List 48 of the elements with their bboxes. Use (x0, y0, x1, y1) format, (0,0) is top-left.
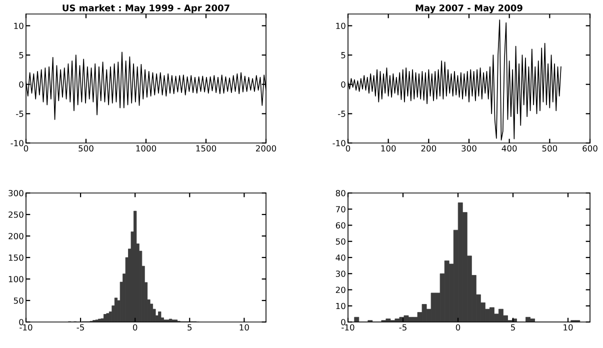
x-tick-label: 500 (78, 145, 94, 152)
y-tick-label: 5 (19, 52, 24, 58)
y-tick-label: 100 (8, 276, 24, 282)
x-tick-label: 0 (24, 145, 28, 152)
y-tick-label: 60 (336, 222, 346, 229)
y-tick-label: 0 (19, 318, 24, 326)
x-tick-label: 10 (240, 324, 249, 331)
y-tick-label: 70 (336, 206, 346, 212)
y-tick-label: 40 (336, 254, 346, 261)
y-tick-label: 250 (8, 211, 24, 218)
y-tick-label: -5 (338, 110, 346, 117)
x-tick-label: 200 (421, 145, 436, 152)
y-tick-label: 200 (8, 232, 24, 240)
y-tick-label: -10 (332, 140, 346, 146)
y-tick-label: 0 (341, 318, 346, 326)
y-tick-label: 10 (336, 22, 346, 30)
y-tick-label: 80 (336, 190, 346, 196)
x-tick-label: 1000 (136, 145, 156, 152)
y-tick-label: 0 (19, 81, 24, 88)
x-tick-label: -5 (76, 324, 84, 331)
x-tick-label: 5 (188, 324, 192, 331)
chart-title: May 2007 - May 2009 (416, 4, 522, 14)
x-tick-label: 400 (502, 145, 517, 152)
x-tick-label: 600 (582, 145, 598, 152)
chart-title: US market : May 1999 - Apr 2007 (62, 4, 230, 14)
y-tick-label: 0 (341, 81, 346, 88)
y-tick-label: 300 (8, 190, 24, 196)
x-tick-label: 5 (510, 324, 515, 331)
x-tick-label: -5 (399, 324, 406, 331)
y-tick-label: 150 (8, 254, 24, 261)
y-tick-label: 30 (336, 270, 346, 277)
x-tick-label: 500 (542, 145, 558, 152)
y-tick-label: 10 (336, 302, 346, 310)
x-tick-label: 2000 (256, 145, 276, 152)
x-tick-label: 100 (381, 145, 396, 152)
x-tick-label: 0 (456, 324, 460, 331)
x-tick-label: 1500 (196, 145, 216, 152)
y-tick-label: 50 (14, 297, 24, 304)
x-tick-label: 300 (462, 145, 476, 152)
y-tick-label: 20 (336, 286, 346, 294)
x-tick-label: 10 (564, 324, 573, 331)
x-tick-label: 0 (132, 324, 138, 331)
y-tick-label: -5 (16, 110, 24, 117)
x-tick-label: 0 (346, 145, 350, 152)
y-tick-label: 50 (336, 238, 346, 245)
y-tick-label: -10 (10, 140, 24, 146)
y-tick-label: 5 (341, 52, 346, 58)
y-tick-label: 10 (14, 22, 24, 30)
